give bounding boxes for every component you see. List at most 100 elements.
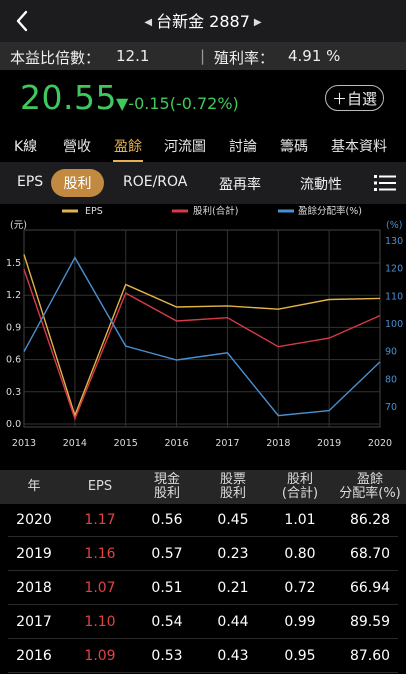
menu-icon[interactable] bbox=[374, 174, 396, 192]
add-watchlist-button[interactable]: ＋自選 bbox=[325, 85, 384, 111]
cell-total-dividend: 0.80 bbox=[284, 546, 316, 562]
top-bar: ◀ 台新金 2887 ▶ bbox=[0, 0, 406, 42]
x-tick-label: 2014 bbox=[63, 438, 87, 449]
yield-value: 4.91 % bbox=[288, 47, 341, 65]
active-tab-indicator bbox=[113, 160, 143, 162]
left-axis-unit: (元) bbox=[10, 220, 27, 231]
chart-svg: EPS 股利(合計) 盈餘分配率(%) (元) (%) 1.5 1.2 0.9 0.6… bbox=[6, 205, 403, 449]
header-cash-dividend-line2: 股利 bbox=[153, 486, 180, 501]
cell-eps: 1.09 bbox=[84, 648, 116, 664]
cell-eps: 1.17 bbox=[84, 512, 116, 528]
header-payout-ratio-line1: 盈餘 bbox=[356, 472, 383, 487]
cell-eps: 1.10 bbox=[84, 614, 116, 630]
cell-payout-ratio: 66.94 bbox=[349, 580, 391, 596]
header-total-dividend-line2: (合計) bbox=[281, 486, 319, 501]
header-stock-dividend-line1: 股票 bbox=[219, 472, 246, 487]
stock-title-bar: ◀ 台新金 2887 ▶ bbox=[0, 8, 406, 32]
right-axis-ticks: 130 120 110 100 90 80 70 bbox=[385, 236, 403, 413]
left-tick-label: 0.6 bbox=[6, 355, 21, 366]
next-stock-icon[interactable]: ▶ bbox=[253, 17, 262, 28]
right-tick-label: 80 bbox=[385, 374, 397, 385]
tab-kline[interactable]: K線 bbox=[14, 139, 38, 155]
x-tick-label: 2016 bbox=[164, 438, 188, 449]
x-axis-ticks: 2013 2014 2015 2016 2017 2018 2019 2020 bbox=[12, 438, 392, 449]
legend-dividend-label: 股利(合計) bbox=[193, 205, 238, 217]
table-row[interactable]: 2017 1.10 0.54 0.44 0.99 89.59 bbox=[0, 605, 406, 639]
back-button[interactable] bbox=[6, 4, 38, 38]
legend-eps-label: EPS bbox=[85, 206, 103, 217]
chart-series bbox=[23, 254, 381, 421]
cell-total-dividend: 0.72 bbox=[284, 580, 316, 596]
subtab-dividend[interactable]: 股利 bbox=[51, 169, 104, 197]
payout-ratio-line bbox=[23, 256, 381, 417]
header-eps: EPS bbox=[75, 480, 125, 494]
tab-discussion[interactable]: 討論 bbox=[229, 139, 257, 155]
tab-basic-info[interactable]: 基本資料 bbox=[331, 139, 387, 155]
cell-stock-dividend: 0.23 bbox=[217, 546, 249, 562]
cell-eps: 1.16 bbox=[84, 546, 116, 562]
right-tick-label: 130 bbox=[385, 236, 403, 247]
row-divider bbox=[8, 570, 398, 571]
table-row[interactable]: 2019 1.16 0.57 0.23 0.80 68.70 bbox=[0, 537, 406, 571]
tab-chips[interactable]: 籌碼 bbox=[280, 139, 308, 155]
cell-cash-dividend: 0.53 bbox=[151, 648, 183, 664]
cell-cash-dividend: 0.57 bbox=[151, 546, 183, 562]
subtab-roe-roa[interactable]: ROE/ROA bbox=[123, 174, 188, 190]
cell-year: 2018 bbox=[16, 580, 52, 596]
sub-tabs: EPS 股利 ROE/ROA 盈再率 流動性 bbox=[0, 162, 406, 204]
header-eps-line1: EPS bbox=[87, 479, 113, 494]
cell-payout-ratio: 87.60 bbox=[349, 648, 391, 664]
cell-cash-dividend: 0.51 bbox=[151, 580, 183, 596]
tab-earnings[interactable]: 盈餘 bbox=[114, 139, 142, 155]
pe-value: 12.1 bbox=[116, 47, 150, 65]
right-axis-unit: (%) bbox=[386, 220, 402, 231]
table-row[interactable]: 2020 1.17 0.56 0.45 1.01 86.28 bbox=[0, 503, 406, 537]
subtab-liquidity[interactable]: 流動性 bbox=[300, 177, 342, 193]
right-tick-label: 120 bbox=[385, 264, 403, 275]
header-stock-dividend-line2: 股利 bbox=[219, 486, 246, 501]
header-year-line1: 年 bbox=[27, 479, 41, 494]
pe-label: 本益比倍數： bbox=[10, 49, 101, 67]
header-year: 年 bbox=[9, 480, 59, 494]
cell-stock-dividend: 0.43 bbox=[217, 648, 249, 664]
prev-stock-icon[interactable]: ◀ bbox=[144, 17, 153, 28]
right-tick-label: 90 bbox=[385, 347, 397, 358]
subtab-reinvest-rate[interactable]: 盈再率 bbox=[219, 177, 261, 193]
plot-frame bbox=[23, 229, 381, 428]
header-cash-dividend-line1: 現金 bbox=[153, 472, 180, 487]
header-cash-dividend: 現金 股利 bbox=[137, 473, 197, 501]
x-tick-label: 2018 bbox=[266, 438, 290, 449]
row-divider bbox=[8, 638, 398, 639]
tab-river-chart[interactable]: 河流圖 bbox=[164, 139, 206, 155]
header-stock-dividend: 股票 股利 bbox=[203, 473, 263, 501]
table-row[interactable]: 2016 1.09 0.53 0.43 0.95 87.60 bbox=[0, 639, 406, 673]
tab-revenue[interactable]: 營收 bbox=[63, 139, 91, 155]
cell-year: 2019 bbox=[16, 546, 52, 562]
metrics-divider: | bbox=[200, 47, 206, 65]
left-axis-ticks: 1.5 1.2 0.9 0.6 0.3 0.0 bbox=[6, 258, 21, 430]
cell-payout-ratio: 68.70 bbox=[349, 546, 391, 562]
cell-total-dividend: 0.99 bbox=[284, 614, 316, 630]
price-change: ▼-0.15(-0.72%) bbox=[116, 94, 239, 113]
header-payout-ratio: 盈餘 分配率(%) bbox=[335, 473, 405, 501]
main-tabs: K線 營收 盈餘 河流圖 討論 籌碼 基本資料 bbox=[0, 130, 406, 162]
chart-grid bbox=[23, 229, 381, 428]
cell-payout-ratio: 89.59 bbox=[349, 614, 391, 630]
right-tick-label: 70 bbox=[385, 402, 397, 413]
right-tick-label: 110 bbox=[385, 291, 403, 302]
table-header: 年 EPS 現金 股利 股票 股利 股利 (合計) 盈餘 分配率(%) bbox=[0, 470, 406, 504]
header-total-dividend-line1: 股利 bbox=[286, 472, 313, 487]
header-payout-ratio-line2: 分配率(%) bbox=[339, 486, 401, 501]
legend-payout-label: 盈餘分配率(%) bbox=[298, 205, 362, 217]
price: 20.55 bbox=[20, 78, 117, 117]
x-tick-label: 2015 bbox=[114, 438, 138, 449]
row-divider bbox=[8, 672, 398, 673]
stock-title: 台新金 2887 bbox=[156, 12, 250, 31]
left-tick-label: 1.5 bbox=[6, 258, 21, 269]
table-row[interactable]: 2018 1.07 0.51 0.21 0.72 66.94 bbox=[0, 571, 406, 605]
subtab-eps[interactable]: EPS bbox=[17, 174, 44, 190]
header-total-dividend: 股利 (合計) bbox=[270, 473, 330, 501]
x-tick-label: 2017 bbox=[215, 438, 239, 449]
cell-year: 2016 bbox=[16, 648, 52, 664]
left-tick-label: 0.3 bbox=[6, 387, 21, 398]
